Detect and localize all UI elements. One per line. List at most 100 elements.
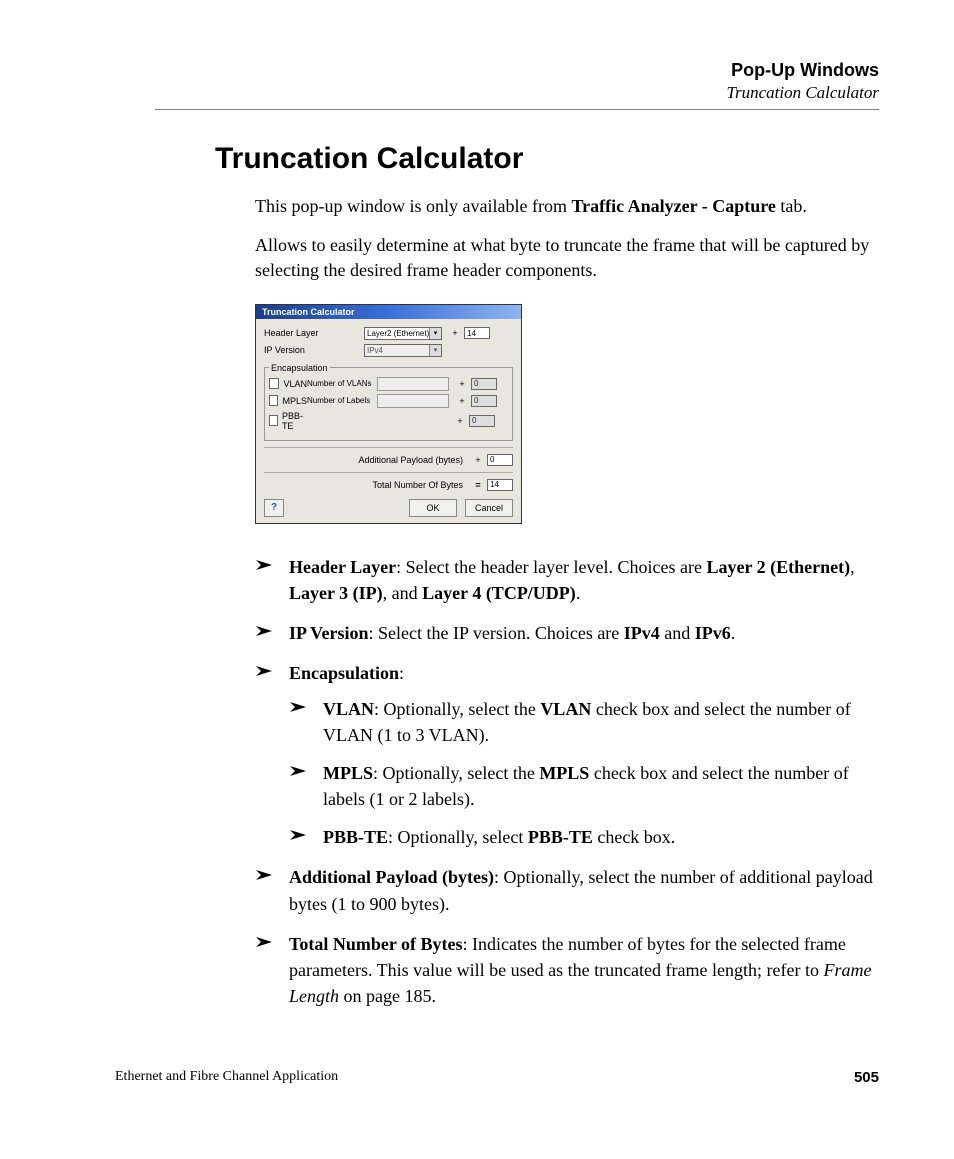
arrow-icon xyxy=(289,828,311,842)
additional-row: Additional Payload (bytes) + 0 xyxy=(264,454,513,466)
bullet-encapsulation: Encapsulation: VLAN: Optionally, select … xyxy=(255,660,879,851)
text: tab. xyxy=(776,196,807,216)
intro-p1: This pop-up window is only available fro… xyxy=(255,194,879,219)
arrow-icon xyxy=(255,868,277,882)
footer-left: Ethernet and Fibre Channel Application xyxy=(115,1069,338,1086)
ip-version-label: IP Version xyxy=(264,345,364,355)
option: IPv6 xyxy=(695,623,731,643)
text: MPLS xyxy=(282,396,307,406)
ip-version-select[interactable]: IPv4 ▾ xyxy=(364,344,442,357)
additional-label: Additional Payload (bytes) xyxy=(264,455,465,465)
text: : xyxy=(399,663,404,683)
text: check box. xyxy=(593,827,675,847)
header-layer-label: Header Layer xyxy=(264,328,364,338)
option: PBB-TE xyxy=(528,827,593,847)
text: VLAN xyxy=(283,379,307,389)
text: , and xyxy=(383,583,423,603)
bullet-vlan: VLAN: Optionally, select the VLAN check … xyxy=(289,696,879,748)
mpls-bytes: 0 xyxy=(471,395,497,407)
vlan-sublabel: Number of VLANs xyxy=(307,379,377,388)
option: VLAN xyxy=(540,699,591,719)
text: : Select the IP version. Choices are xyxy=(369,623,624,643)
page-footer: Ethernet and Fibre Channel Application 5… xyxy=(115,1069,879,1086)
header-layer-select[interactable]: Layer2 (Ethernet) ▾ xyxy=(364,327,442,340)
total-bytes: 14 xyxy=(487,479,513,491)
plus-icon: + xyxy=(457,396,467,406)
bullet-mpls: MPLS: Optionally, select the MPLS check … xyxy=(289,760,879,812)
option: Layer 2 (Ethernet) xyxy=(707,557,851,577)
dialog-screenshot: Truncation Calculator Header Layer Layer… xyxy=(255,304,522,524)
bullet-total: Total Number of Bytes: Indicates the num… xyxy=(255,931,879,1009)
vlan-count-select[interactable] xyxy=(377,377,449,391)
text: . xyxy=(731,623,736,643)
page-number: 505 xyxy=(854,1069,879,1086)
divider xyxy=(264,447,513,448)
label: Encapsulation xyxy=(289,663,399,683)
header-rule xyxy=(155,109,879,110)
divider xyxy=(264,472,513,473)
pbbte-checkbox[interactable] xyxy=(269,415,278,426)
mpls-label: MPLS xyxy=(269,395,307,406)
intro-text: This pop-up window is only available fro… xyxy=(255,194,879,284)
help-button[interactable]: ? xyxy=(264,499,284,517)
text: : Optionally, select the xyxy=(373,763,539,783)
button-row: ? OK Cancel xyxy=(264,499,513,517)
text: , xyxy=(850,557,855,577)
cancel-button[interactable]: Cancel xyxy=(465,499,513,517)
vlan-label: VLAN xyxy=(269,378,307,389)
plus-icon: + xyxy=(473,455,483,465)
text: PBB-TE xyxy=(282,411,307,431)
label: Header Layer xyxy=(289,557,396,577)
label: MPLS xyxy=(323,763,373,783)
bullet-ip-version: IP Version: Select the IP version. Choic… xyxy=(255,620,879,646)
ok-button[interactable]: OK xyxy=(409,499,457,517)
section-title: Truncation Calculator xyxy=(215,142,879,176)
pbbte-row: PBB-TE + 0 xyxy=(269,411,508,431)
dialog-titlebar: Truncation Calculator xyxy=(256,305,521,319)
pbbte-label: PBB-TE xyxy=(269,411,307,431)
arrow-icon xyxy=(255,935,277,949)
total-row: Total Number Of Bytes = 14 xyxy=(264,479,513,491)
mpls-count-select[interactable] xyxy=(377,394,449,408)
feature-list: Header Layer: Select the header layer le… xyxy=(255,554,879,1009)
arrow-icon xyxy=(289,764,311,778)
text: . xyxy=(576,583,581,603)
text: : Optionally, select xyxy=(388,827,528,847)
arrow-icon xyxy=(255,664,277,678)
encapsulation-label: Encapsulation xyxy=(269,363,330,373)
label: IP Version xyxy=(289,623,369,643)
total-label: Total Number Of Bytes xyxy=(264,480,465,490)
arrow-icon xyxy=(289,700,311,714)
header-title: Pop-Up Windows xyxy=(155,60,879,81)
label: Additional Payload (bytes) xyxy=(289,867,494,887)
header-subtitle: Truncation Calculator xyxy=(155,83,879,103)
text: : Optionally, select the xyxy=(374,699,540,719)
page: Pop-Up Windows Truncation Calculator Tru… xyxy=(0,0,954,1126)
ip-version-value: IPv4 xyxy=(367,346,383,355)
page-header: Pop-Up Windows Truncation Calculator xyxy=(155,60,879,103)
text: and xyxy=(660,623,695,643)
bullet-pbbte: PBB-TE: Optionally, select PBB-TE check … xyxy=(289,824,879,850)
additional-bytes[interactable]: 0 xyxy=(487,454,513,466)
arrow-icon xyxy=(255,558,277,572)
mpls-sublabel: Number of Labels xyxy=(307,396,377,405)
chevron-down-icon: ▾ xyxy=(429,345,441,356)
text-bold: Traffic Analyzer - Capture xyxy=(571,196,775,216)
vlan-row: VLAN Number of VLANs + 0 xyxy=(269,377,508,391)
mpls-checkbox[interactable] xyxy=(269,395,278,406)
pbbte-bytes: 0 xyxy=(469,415,495,427)
vlan-bytes: 0 xyxy=(471,378,497,390)
vlan-checkbox[interactable] xyxy=(269,378,279,389)
option: Layer 4 (TCP/UDP) xyxy=(422,583,576,603)
bullet-header-layer: Header Layer: Select the header layer le… xyxy=(255,554,879,606)
label: VLAN xyxy=(323,699,374,719)
text: on page 185. xyxy=(339,986,436,1006)
option: IPv4 xyxy=(624,623,660,643)
encapsulation-sublist: VLAN: Optionally, select the VLAN check … xyxy=(289,696,879,850)
text: : Select the header layer level. Choices… xyxy=(396,557,706,577)
arrow-icon xyxy=(255,624,277,638)
equals-icon: = xyxy=(473,480,483,490)
header-layer-bytes[interactable]: 14 xyxy=(464,327,490,339)
label: PBB-TE xyxy=(323,827,388,847)
chevron-down-icon: ▾ xyxy=(429,328,441,339)
